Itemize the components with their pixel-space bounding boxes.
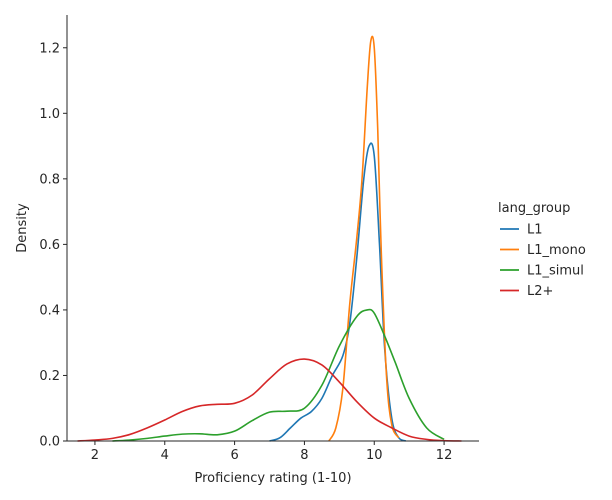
density-curve-l1 [269, 142, 407, 442]
y-axis-ticks: 0.0 0.2 0.4 0.6 0.8 1.0 1.2 [39, 41, 67, 450]
y-tick-label: 1.2 [39, 41, 60, 56]
y-axis-label: Density [15, 203, 30, 253]
x-tick-label: 10 [366, 448, 383, 463]
legend-label-l1: L1 [527, 223, 543, 238]
y-tick-label: 0.0 [39, 435, 60, 450]
legend: lang_group L1 L1_mono L1_simul L2+ [498, 201, 586, 299]
legend-label-l1-simul: L1_simul [527, 264, 584, 279]
x-tick-label: 2 [91, 448, 99, 463]
x-tick-label: 12 [436, 448, 453, 463]
x-tick-label: 8 [300, 448, 308, 463]
x-axis-label: Proficiency rating (1-10) [194, 471, 351, 486]
density-curve-l2 [77, 358, 462, 442]
density-curve-l1-mono [328, 35, 400, 442]
legend-label-l1-mono: L1_mono [527, 243, 586, 258]
y-tick-label: 0.2 [39, 369, 60, 384]
density-curve-l1-simul [112, 308, 445, 442]
legend-title: lang_group [498, 201, 570, 216]
y-tick-label: 1.0 [39, 107, 60, 122]
x-axis-ticks: 2 4 6 8 10 12 [91, 441, 453, 463]
x-tick-label: 4 [161, 448, 169, 463]
plot-area [77, 35, 462, 442]
x-tick-label: 6 [230, 448, 238, 463]
y-tick-label: 0.4 [39, 303, 60, 318]
y-tick-label: 0.8 [39, 172, 60, 187]
legend-label-l2: L2+ [527, 284, 553, 299]
y-tick-label: 0.6 [39, 238, 60, 253]
